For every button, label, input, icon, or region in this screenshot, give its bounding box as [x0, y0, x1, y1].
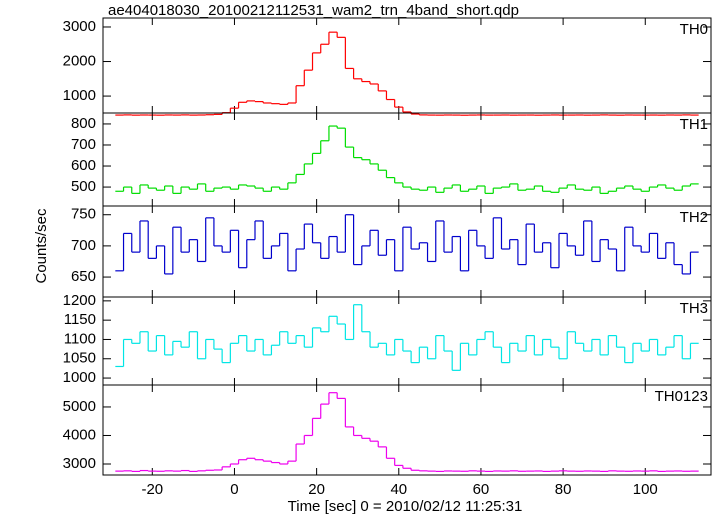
x-tick-label: 0 [230, 481, 238, 498]
chart-title: ae404018030_20100212112531_wam2_trn_4ban… [108, 2, 519, 19]
y-tick-label: 1000 [63, 369, 96, 386]
y-tick-label: 650 [71, 268, 96, 285]
panel-label: TH0123 [655, 388, 708, 405]
panel-label: TH1 [680, 116, 708, 133]
y-tick-label: 700 [71, 136, 96, 153]
panel-label: TH2 [680, 209, 708, 226]
x-tick-label: 20 [308, 481, 325, 498]
y-tick-label: 3000 [63, 455, 96, 472]
panel-frame [102, 205, 712, 298]
panel-label: TH3 [680, 300, 708, 317]
y-tick-label: 750 [71, 206, 96, 223]
y-tick-label: 1100 [64, 330, 96, 347]
x-tick-label: 60 [473, 481, 490, 498]
x-tick-label: 80 [555, 481, 572, 498]
panel-frame [102, 112, 712, 207]
y-tick-label: 800 [71, 115, 96, 132]
y-tick-label: 5000 [63, 398, 96, 415]
y-tick-label: 4000 [63, 426, 96, 443]
y-tick-label: 1000 [63, 87, 96, 104]
y-tick-label: 1150 [64, 311, 96, 328]
panel-frame [102, 384, 712, 476]
x-tick-label: 40 [390, 481, 407, 498]
y-tick-label: 1050 [63, 350, 96, 367]
y-tick-label: 1200 [63, 292, 96, 309]
panel-frame [102, 296, 712, 386]
x-tick-label: -20 [141, 481, 163, 498]
y-tick-label: 600 [71, 157, 96, 174]
x-tick-label: 100 [633, 481, 658, 498]
y-tick-label: 3000 [63, 18, 96, 35]
y-tick-label: 700 [71, 237, 96, 254]
y-axis-label: Counts/sec [33, 208, 50, 284]
y-tick-label: 500 [71, 178, 96, 195]
panel-label: TH0 [680, 21, 708, 38]
y-tick-label: 2000 [63, 52, 96, 69]
x-axis-label: Time [sec] 0 = 2010/02/12 11:25:31 [288, 498, 523, 515]
panel-frame [102, 17, 712, 114]
